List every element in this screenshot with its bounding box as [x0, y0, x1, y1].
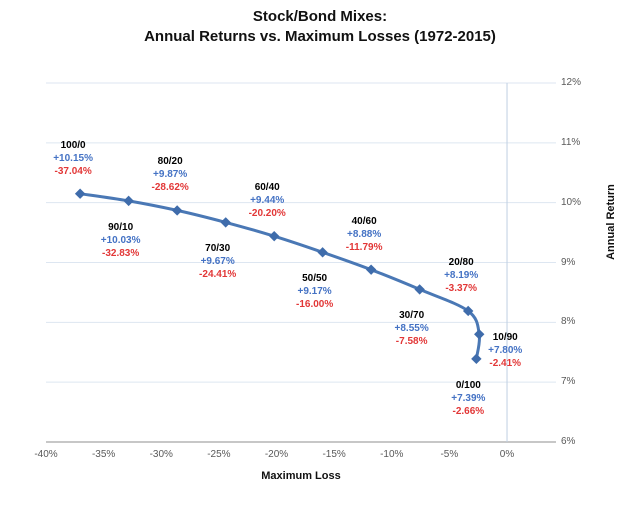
x-axis-title: Maximum Loss — [261, 470, 341, 482]
x-tick-label: -15% — [322, 449, 346, 460]
max-loss-label: -2.41% — [489, 358, 522, 370]
max-loss-label: -28.62% — [151, 182, 189, 194]
data-point-marker — [74, 188, 86, 199]
data-point-label: 30/70 +8.55% -7.58% — [367, 309, 457, 348]
mix-label: 60/40 — [254, 182, 280, 194]
chart-title: Stock/Bond Mixes: Annual Returns vs. Max… — [0, 7, 640, 47]
mix-label: 70/30 — [205, 243, 231, 255]
y-tick-label: 11% — [561, 136, 581, 148]
data-point-label: 100/0 +10.15% -37.04% — [28, 139, 118, 178]
annual-return-label: +8.19% — [444, 269, 479, 281]
y-tick-label: 8% — [561, 316, 576, 328]
mix-label: 50/50 — [302, 273, 328, 285]
mix-label: 0/100 — [455, 379, 481, 391]
data-point-label: 0/100 +7.39% -2.66% — [423, 379, 513, 418]
chart-title-line2: Annual Returns vs. Maximum Losses (1972-… — [144, 28, 496, 45]
mix-label: 100/0 — [60, 139, 86, 151]
data-point-label: 50/50 +9.17% -16.00% — [270, 272, 360, 311]
data-point-label: 20/80 +8.19% -3.37% — [416, 256, 506, 295]
annual-return-label: +10.15% — [53, 152, 93, 164]
x-tick-label: -20% — [264, 449, 289, 460]
x-tick-label: 0% — [499, 449, 515, 460]
annual-return-label: +7.80% — [488, 345, 523, 357]
annual-return-label: +9.87% — [153, 169, 188, 181]
max-loss-label: -32.83% — [102, 247, 140, 259]
x-tick-label: -40% — [34, 449, 58, 460]
x-tick-label: -5% — [440, 449, 459, 460]
data-point-marker — [220, 217, 231, 228]
max-loss-label: -37.04% — [54, 165, 92, 177]
y-tick-label: 9% — [561, 256, 576, 268]
max-loss-label: -7.58% — [395, 336, 428, 348]
max-loss-label: -2.66% — [452, 405, 485, 417]
data-point-label: 40/60 +8.88% -11.79% — [319, 215, 409, 254]
data-point-label: 60/40 +9.44% -20.20% — [222, 181, 312, 220]
annual-return-label: +10.03% — [100, 234, 141, 246]
y-tick-label: 12% — [561, 77, 582, 88]
annual-return-label: +9.67% — [200, 256, 235, 268]
annual-return-label: +8.55% — [394, 323, 429, 335]
annual-return-label: +7.39% — [451, 392, 486, 404]
x-tick-label: -10% — [380, 449, 404, 460]
data-point-marker — [474, 329, 485, 340]
data-point-label: 80/20 +9.87% -28.62% — [125, 155, 215, 194]
data-point-marker — [365, 264, 377, 275]
annual-return-label: +9.17% — [297, 286, 332, 298]
y-tick-label: 7% — [561, 376, 576, 388]
x-tick-label: -35% — [91, 449, 116, 460]
data-point-label: 90/10 +10.03% -32.83% — [76, 221, 166, 260]
annual-return-label: +9.44% — [250, 195, 285, 207]
x-tick-label: -30% — [149, 449, 173, 460]
data-point-marker — [171, 205, 183, 216]
max-loss-label: -3.37% — [445, 282, 478, 294]
max-loss-label: -24.41% — [199, 269, 237, 281]
data-point-marker — [317, 247, 328, 258]
data-point-marker — [414, 284, 425, 295]
mix-label: 90/10 — [108, 221, 134, 233]
y-tick-label: 10% — [561, 196, 582, 208]
max-loss-label: -11.79% — [345, 241, 383, 253]
data-point-marker — [462, 305, 474, 317]
max-loss-label: -20.20% — [248, 208, 286, 220]
mix-label: 80/20 — [157, 156, 183, 168]
mix-label: 30/70 — [399, 310, 425, 322]
annual-return-label: +8.88% — [347, 228, 382, 240]
mix-label: 10/90 — [492, 332, 518, 344]
mix-label: 20/80 — [448, 256, 474, 268]
y-axis-title: Annual Return — [605, 184, 617, 260]
y-tick-label: 6% — [561, 436, 576, 447]
data-point-label: 70/30 +9.67% -24.41% — [173, 242, 263, 281]
data-point-label: 10/90 +7.80% -2.41% — [460, 331, 550, 370]
mix-label: 40/60 — [351, 215, 377, 227]
data-point-marker — [123, 195, 134, 207]
max-loss-label: -16.00% — [295, 299, 334, 311]
x-tick-label: -25% — [207, 449, 231, 460]
data-point-marker — [471, 353, 482, 365]
data-point-marker — [268, 230, 280, 242]
chart-title-line1: Stock/Bond Mixes: — [252, 8, 388, 25]
